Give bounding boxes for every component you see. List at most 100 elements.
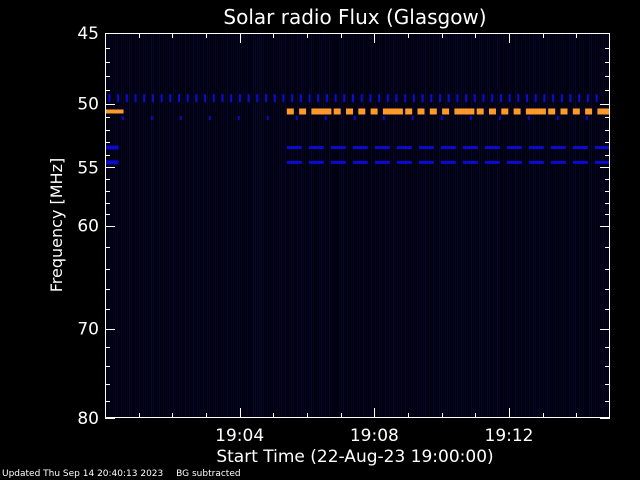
band-dash xyxy=(374,160,390,164)
noise-streak xyxy=(231,34,232,417)
noise-streak xyxy=(455,34,456,417)
noise-streak xyxy=(243,34,244,417)
noise-streak xyxy=(287,34,288,417)
noise-streak xyxy=(171,34,172,417)
noise-streak xyxy=(277,34,278,417)
noise-streak xyxy=(469,34,470,417)
noise-streak xyxy=(373,34,374,417)
noise-streak xyxy=(421,34,422,417)
noise-streak xyxy=(559,34,560,417)
band-dash xyxy=(370,108,378,115)
band-dot xyxy=(334,94,337,103)
band-dash xyxy=(417,108,425,115)
band-dot xyxy=(482,94,485,103)
noise-streak xyxy=(399,34,400,417)
band-dash xyxy=(528,160,544,164)
noise-streak xyxy=(179,34,180,417)
y-tick-label: 55 xyxy=(77,158,99,178)
noise-streak xyxy=(557,34,558,417)
noise-streak xyxy=(203,34,204,417)
noise-streak xyxy=(355,34,356,417)
band-dash xyxy=(550,160,566,164)
noise-streak xyxy=(527,34,528,417)
noise-streak xyxy=(255,34,256,417)
emission-bands xyxy=(105,94,610,165)
noise-streak xyxy=(575,34,576,417)
band-dash xyxy=(585,108,593,115)
noise-streak xyxy=(501,34,502,417)
noise-streak xyxy=(281,34,282,417)
bg-subtracted-note: BG subtracted xyxy=(176,469,241,479)
band-dot xyxy=(343,94,346,103)
band-dash xyxy=(382,108,403,115)
noise-streak xyxy=(367,34,368,417)
noise-streak xyxy=(495,34,496,417)
band-dot xyxy=(517,94,520,103)
noise-streak xyxy=(607,34,608,417)
noise-streak xyxy=(507,34,508,417)
noise-streak xyxy=(467,34,468,417)
noise-streak xyxy=(519,34,520,417)
band-dot xyxy=(552,94,555,103)
noise-streak xyxy=(239,34,240,417)
band-dot xyxy=(273,94,276,103)
band-dot xyxy=(247,94,250,103)
band-segment xyxy=(105,145,119,150)
noise-streak xyxy=(205,34,206,417)
band-dash xyxy=(506,146,522,150)
noise-streak xyxy=(397,34,398,417)
band-dash xyxy=(405,108,413,115)
y-tick-label: 45 xyxy=(77,24,99,44)
band-dash xyxy=(333,108,341,115)
band-dash xyxy=(462,160,478,164)
noise-streak xyxy=(395,34,396,417)
band-dash xyxy=(396,160,412,164)
noise-streak xyxy=(219,34,220,417)
band-dot xyxy=(569,94,572,103)
noise-streak xyxy=(301,34,302,417)
noise-streak xyxy=(267,34,268,417)
noise-streak xyxy=(391,34,392,417)
band-dot xyxy=(498,116,501,121)
noise-streak xyxy=(211,34,212,417)
band-dot xyxy=(134,94,137,103)
band-dot xyxy=(534,94,537,103)
band-dot xyxy=(447,94,450,103)
noise-streak xyxy=(279,34,280,417)
noise-streak xyxy=(309,34,310,417)
band-dot xyxy=(586,94,589,103)
band-dot xyxy=(508,94,511,103)
noise-streak xyxy=(331,34,332,417)
noise-streak xyxy=(125,34,126,417)
noise-streak xyxy=(217,34,218,417)
noise-streak xyxy=(193,34,194,417)
plot-frame xyxy=(105,33,610,418)
band-dot xyxy=(430,94,433,103)
band-dot xyxy=(151,94,154,103)
noise-streak xyxy=(541,34,542,417)
noise-streak xyxy=(417,34,418,417)
noise-streak xyxy=(491,34,492,417)
band-dash xyxy=(597,108,610,115)
noise-streak xyxy=(493,34,494,417)
noise-streak xyxy=(245,34,246,417)
noise-streak xyxy=(343,34,344,417)
noise-streak xyxy=(167,34,168,417)
noise-streak xyxy=(409,34,410,417)
noise-streak xyxy=(215,34,216,417)
y-tick-label: 50 xyxy=(77,95,99,115)
noise-streak xyxy=(333,34,334,417)
noise-streak xyxy=(143,34,144,417)
noise-streak xyxy=(595,34,596,417)
noise-streak xyxy=(223,34,224,417)
noise-streak xyxy=(587,34,588,417)
noise-streak xyxy=(317,34,318,417)
noise-streak xyxy=(241,34,242,417)
noise-streak xyxy=(505,34,506,417)
band-dot xyxy=(499,94,502,103)
noise-streak xyxy=(371,34,372,417)
noise-streak xyxy=(503,34,504,417)
noise-streak xyxy=(325,34,326,417)
noise-streak xyxy=(453,34,454,417)
